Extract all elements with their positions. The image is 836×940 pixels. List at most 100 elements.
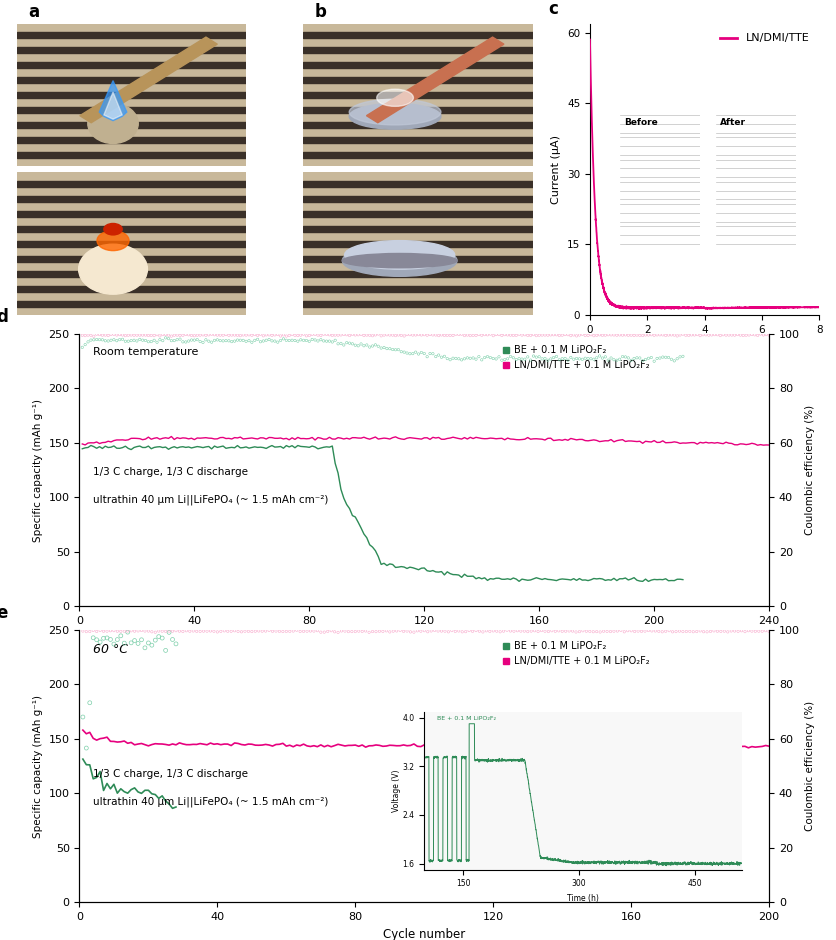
Point <box>277 331 290 346</box>
Point <box>271 327 284 342</box>
Point <box>400 346 414 361</box>
Point <box>318 624 331 639</box>
Point <box>329 327 342 342</box>
Point <box>325 335 339 350</box>
Point <box>321 624 334 639</box>
Point <box>363 625 376 640</box>
Point <box>561 327 574 342</box>
Point <box>489 327 502 342</box>
Bar <box>17 226 246 232</box>
Point <box>552 623 565 638</box>
Point <box>570 328 584 343</box>
Point <box>504 349 517 364</box>
Point <box>596 328 609 343</box>
Point <box>334 327 348 342</box>
Point <box>555 328 568 343</box>
Y-axis label: Coulombic efficiency (%): Coulombic efficiency (%) <box>805 405 815 535</box>
Point <box>449 351 462 366</box>
Point <box>627 351 640 366</box>
Point <box>483 624 497 639</box>
Point <box>462 623 476 638</box>
Point <box>110 327 124 342</box>
Point <box>547 327 560 342</box>
Point <box>561 352 574 368</box>
Point <box>558 327 572 342</box>
Point <box>668 327 681 342</box>
Point <box>182 327 196 342</box>
Bar <box>303 77 533 84</box>
Point <box>268 334 282 349</box>
Point <box>501 327 514 342</box>
Point <box>389 342 402 357</box>
Point <box>487 328 500 343</box>
Point <box>328 624 341 639</box>
Point <box>649 623 662 638</box>
Bar <box>17 137 246 144</box>
Point <box>412 347 426 362</box>
Point <box>155 623 169 638</box>
Point <box>118 623 131 638</box>
Point <box>390 623 403 638</box>
Point <box>527 349 540 364</box>
Point <box>308 623 321 638</box>
Point <box>602 352 615 368</box>
Point <box>441 624 455 639</box>
Point <box>202 334 216 349</box>
Text: a: a <box>28 3 39 21</box>
Ellipse shape <box>344 241 455 269</box>
Point <box>202 327 216 342</box>
Point <box>443 328 456 343</box>
Point <box>607 623 620 638</box>
Point <box>624 623 638 638</box>
Point <box>265 328 278 343</box>
Point <box>279 329 293 344</box>
Point <box>141 623 155 638</box>
Point <box>670 352 684 367</box>
Point <box>118 635 131 650</box>
Point <box>693 623 706 638</box>
Point <box>337 327 350 342</box>
Point <box>490 623 503 638</box>
Point <box>176 624 190 639</box>
Point <box>533 328 546 343</box>
Point <box>119 328 132 343</box>
Point <box>473 623 487 638</box>
Point <box>383 624 396 639</box>
Point <box>472 349 486 364</box>
Point <box>99 327 112 342</box>
Point <box>542 624 555 639</box>
Ellipse shape <box>79 244 147 294</box>
Point <box>76 710 89 725</box>
Point <box>386 327 400 342</box>
Point <box>452 352 466 367</box>
Point <box>630 351 644 366</box>
Point <box>135 633 148 648</box>
Point <box>418 346 431 361</box>
Point <box>498 352 512 368</box>
Ellipse shape <box>342 254 457 268</box>
Point <box>87 333 100 348</box>
Point <box>141 334 155 349</box>
Point <box>662 623 675 638</box>
Point <box>487 351 500 366</box>
Point <box>383 327 396 342</box>
Bar <box>17 107 246 114</box>
Point <box>538 623 552 638</box>
Point <box>619 350 632 365</box>
Point <box>93 327 106 342</box>
Point <box>541 352 554 368</box>
Point <box>228 327 242 342</box>
Point <box>238 624 252 639</box>
Point <box>631 623 645 638</box>
Point <box>357 328 370 343</box>
Point <box>93 332 106 347</box>
Point <box>135 623 148 638</box>
Point <box>288 333 302 348</box>
Point <box>435 327 448 342</box>
Point <box>173 328 186 343</box>
Point <box>622 328 635 343</box>
Point <box>745 623 758 638</box>
Point <box>136 327 150 342</box>
Point <box>762 624 776 639</box>
Point <box>239 327 252 342</box>
